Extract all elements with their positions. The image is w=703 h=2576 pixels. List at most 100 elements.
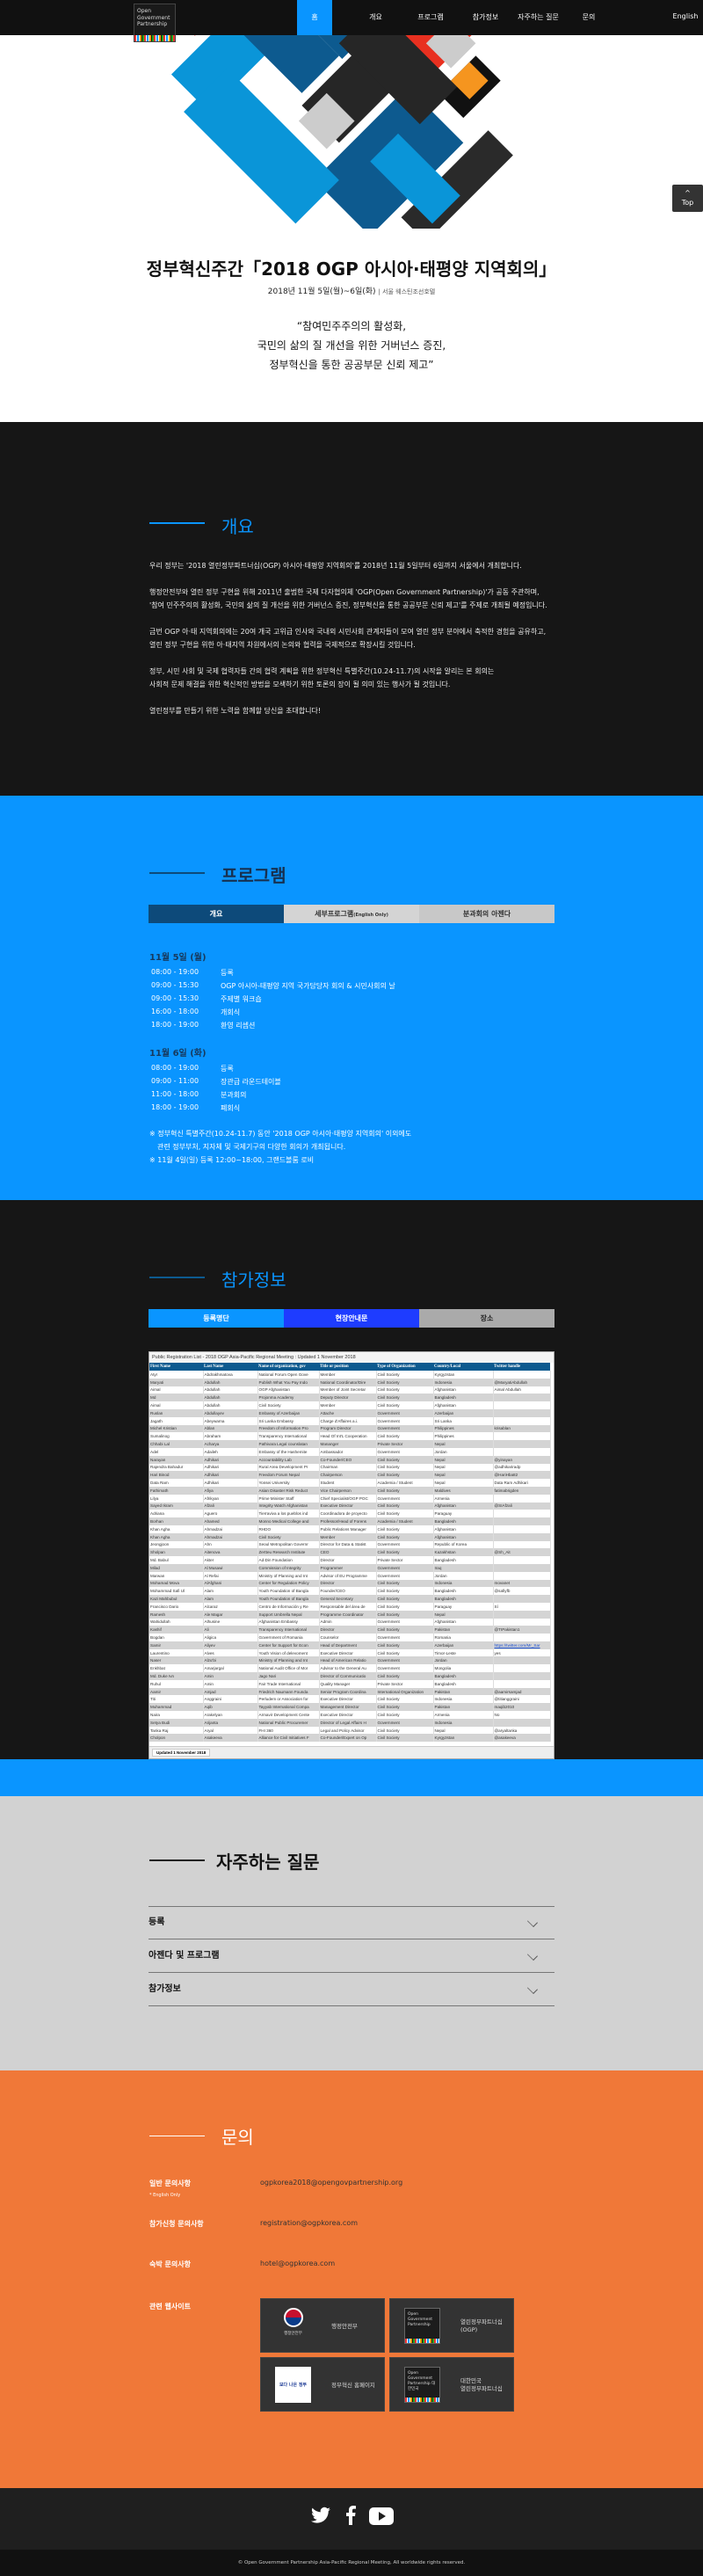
table-cell: Nepal — [433, 1440, 494, 1448]
nav-item-home[interactable]: 홈 — [297, 0, 332, 35]
table-cell: Aqib — [203, 1703, 258, 1712]
scroll-top-button[interactable]: ^ Top — [672, 185, 703, 212]
hotel-email-link[interactable]: hotel@ogpkorea.com — [260, 2259, 336, 2267]
ogp-korea-logo: Open Government Partnership 대한민국 — [404, 2367, 440, 2403]
program-heading: 프로그램 — [221, 865, 286, 886]
heading-rule — [149, 872, 205, 874]
blue-divider-band — [0, 1759, 703, 1796]
table-row: Md Abdullah Projonma Academy Deputy Directo… — [149, 1394, 551, 1402]
table-cell: Civil Society — [376, 1510, 434, 1518]
table-cell: Arakelyan — [203, 1711, 258, 1719]
logo-stripes — [405, 2398, 439, 2402]
site-card-gov-innovation[interactable]: 보다 나은 정부 정부혁신 홈페이지 — [260, 2357, 385, 2412]
faq-item-agenda[interactable]: 아젠다 및 프로그램 — [149, 1939, 554, 1973]
table-cell: Titi — [149, 1695, 204, 1704]
table-cell: Civil Society — [376, 1602, 434, 1611]
nav-item-faq[interactable]: 자주하는 질문 — [518, 13, 559, 21]
event-date-venue: 2018년 11월 5일(월)~6일(화) | 서울 웨스틴조선호텔 — [0, 285, 703, 296]
overview-line: '참여 민주주의의 활성화, 국민의 삶의 질 개선을 위한 거버넌스 증진, … — [149, 601, 547, 609]
table-cell: Adaileh — [203, 1447, 258, 1456]
table-row: Mohammad Safi Ul Alam Youth Foundation of … — [149, 1587, 551, 1596]
table-cell: Government — [376, 1571, 434, 1580]
table-cell: Civil Society — [376, 1432, 434, 1441]
event-date: 2018년 11월 5일(월)~6일(화) — [267, 287, 376, 296]
table-cell: Ahmadzai — [203, 1532, 258, 1541]
logo-text: Open Government Partnership 대한민국 — [408, 2371, 436, 2391]
nav-item-program[interactable]: 프로그램 — [417, 13, 444, 21]
table-cell: Ale Magar — [203, 1610, 258, 1619]
table-cell: Chief Specialist/OGP POC — [319, 1494, 377, 1503]
table-cell: Alliance for Civil Initiatives F — [257, 1734, 320, 1743]
registration-email-link[interactable]: registration@ogpkorea.com — [260, 2219, 359, 2227]
tab-detailed-program[interactable]: 세부프로그램(English Only) — [284, 905, 419, 923]
ogp-logo: Open Government Partnership — [404, 2308, 440, 2344]
tab-sublabel: (English Only) — [353, 913, 388, 918]
tab-registration-list[interactable]: 등록명단 — [149, 1309, 284, 1328]
general-email-link[interactable]: ogpkorea2018@opengovpartnership.org — [260, 2179, 403, 2187]
table-cell: Maldives — [433, 1486, 494, 1495]
heading-rule — [149, 1277, 205, 1278]
table-cell: Aguero — [203, 1510, 258, 1518]
table-cell: Transparency International — [257, 1626, 320, 1634]
table-row: Adel Adaileh Embassy of the Hashemite Ambas… — [149, 1447, 551, 1456]
table-cell: Chairman — [319, 1463, 377, 1472]
facebook-icon[interactable] — [345, 2506, 356, 2525]
column-header: Last Name — [203, 1363, 257, 1371]
tab-session-agenda[interactable]: 분과회의 아젠다 — [419, 905, 554, 923]
table-cell: Charge d'Affaires a.i. — [319, 1416, 377, 1425]
table-row: Bogdan Aligica Government of Romania Counse… — [149, 1634, 551, 1641]
table-cell: Fair Trade International — [257, 1679, 320, 1688]
site-card-mois[interactable]: 행정안전부 행정안전부 — [260, 2298, 385, 2353]
schedule-item: 16:00 - 18:00 개회식 — [149, 1008, 395, 1021]
nav-item-participants[interactable]: 참가정보 — [472, 13, 499, 21]
nav-item-overview[interactable]: 개요 — [369, 13, 382, 21]
participants-tabs: 등록명단 현장안내문 장소 — [149, 1309, 554, 1328]
registration-list-sheet[interactable]: Public Registration List - 2018 OGP Asia… — [149, 1351, 554, 1759]
table-row: Adriana Aguero Tierraviva a los pueblos in… — [149, 1510, 551, 1518]
table-cell: National Public Procuremer — [257, 1718, 320, 1727]
table-row: Khan Agha Ahmadzai RHDO Public Relations Ma… — [149, 1524, 551, 1533]
tab-venue[interactable]: 장소 — [419, 1309, 554, 1328]
ogp-logo[interactable]: Open Government Partnership — [134, 4, 176, 42]
language-english-link[interactable]: English — [672, 12, 699, 20]
table-cell: Aimal — [149, 1386, 204, 1394]
nav-item-contact[interactable]: 문의 — [582, 13, 596, 21]
registration-table: First Name Last Name Name of organization,… — [149, 1363, 551, 1743]
table-cell — [493, 1532, 551, 1541]
tab-overview[interactable]: 개요 — [149, 905, 284, 923]
table-cell — [493, 1718, 551, 1727]
table-cell: Atyr — [149, 1371, 204, 1379]
schedule-time: 09:00 - 15:30 — [151, 994, 199, 1002]
twitter-icon[interactable] — [311, 2507, 330, 2524]
contact-label: 일반 문의사항 — [149, 2179, 191, 2187]
table-cell: Civil Society — [376, 1711, 434, 1719]
table-cell: Freedom Forum Nepal — [257, 1471, 320, 1480]
tab-onsite-guide[interactable]: 현장안내문 — [284, 1309, 419, 1328]
table-row: Francisco Dario Alcaraz Centro de Informac… — [149, 1602, 551, 1611]
sheet-tab[interactable]: Updated 1 November 2018 — [152, 1749, 211, 1757]
table-cell: Monno Medical College and — [257, 1517, 320, 1525]
faq-item-registration[interactable]: 등록 — [149, 1906, 554, 1939]
faq-item-participation[interactable]: 참가정보 — [149, 1973, 554, 2006]
table-cell: Alam — [203, 1595, 258, 1603]
chevron-up-icon: ^ — [685, 189, 691, 197]
event-venue: | 서울 웨스틴조선호텔 — [378, 288, 436, 295]
site-card-ogp[interactable]: Open Government Partnership 열린정부파트너십(OGP… — [389, 2298, 514, 2353]
site-card-ogp-korea[interactable]: Open Government Partnership 대한민국 대한민국 열린… — [389, 2357, 514, 2412]
schedule-title: 분과회의 — [221, 1091, 247, 1099]
table-row: Md. Babul Akter Ad-Din Foundation Director P… — [149, 1556, 551, 1564]
table-cell: Michel Kristian — [149, 1424, 204, 1433]
tab-label: 세부프로그램 — [315, 910, 354, 918]
day-heading: 11월 6일 (화) — [149, 1049, 207, 1059]
table-cell: Program Director — [319, 1424, 377, 1433]
table-cell: Ablan — [203, 1424, 258, 1433]
table-cell: Government — [376, 1416, 434, 1425]
table-cell: Tanka Raj — [149, 1726, 204, 1735]
table-cell: Rural Area Development Pr — [257, 1463, 320, 1472]
youtube-icon[interactable] — [369, 2507, 394, 2525]
table-cell: International Organization — [376, 1687, 434, 1696]
table-cell: Lilya — [149, 1494, 204, 1503]
table-cell: Afghanistan — [433, 1386, 494, 1394]
table-cell: Member — [319, 1371, 377, 1379]
table-cell: Government — [376, 1664, 434, 1673]
